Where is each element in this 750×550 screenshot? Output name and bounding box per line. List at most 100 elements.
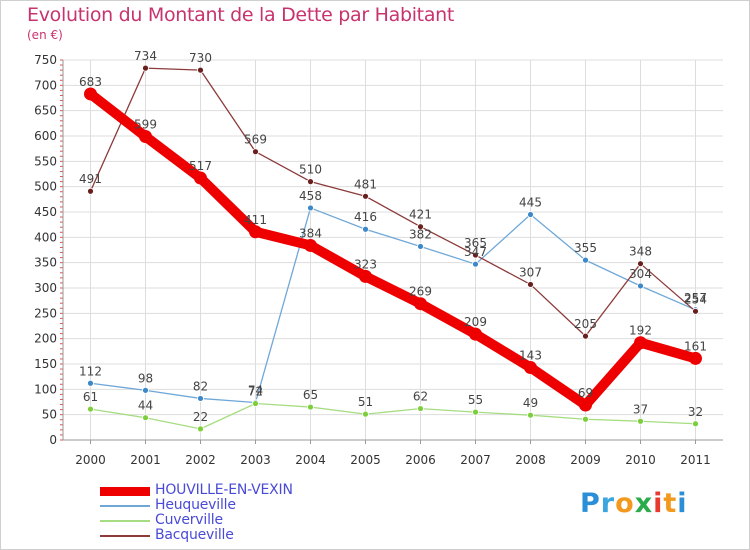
data-point-bacqueville: [362, 192, 369, 200]
legend-label: Cuverville: [155, 512, 223, 528]
data-point-bacqueville: [142, 64, 149, 72]
data-label-cuverville: 37: [633, 402, 648, 416]
x-tick-label: 2005: [350, 453, 381, 467]
data-point-houville-en-vexin: [524, 361, 537, 375]
data-point-cuverville: [307, 403, 314, 411]
series-line-heuqueville: [89, 207, 697, 404]
data-point-heuqueville: [417, 243, 424, 250]
y-tick-label: 550: [34, 154, 57, 168]
y-tick-label: 200: [34, 332, 57, 346]
data-point-cuverville: [142, 414, 149, 422]
data-label-heuqueville: 355: [574, 241, 597, 255]
data-label-heuqueville: 347: [464, 245, 487, 259]
y-tick-label: 250: [34, 306, 57, 320]
logo-letter: P: [580, 488, 601, 519]
data-point-bacqueville: [87, 187, 94, 195]
data-label-heuqueville: 98: [138, 371, 153, 385]
data-label-houville-en-vexin: 69: [578, 386, 593, 400]
y-tick-label: 600: [34, 129, 57, 143]
y-tick-label: 100: [34, 382, 57, 396]
data-label-houville-en-vexin: 161: [684, 339, 707, 353]
data-label-heuqueville: 82: [193, 379, 208, 393]
data-point-cuverville: [87, 405, 94, 413]
data-label-heuqueville: 416: [354, 210, 377, 224]
y-tick-label: 50: [42, 408, 57, 422]
data-label-cuverville: 49: [523, 396, 538, 410]
data-label-heuqueville: 304: [629, 267, 652, 281]
data-point-bacqueville: [582, 332, 589, 340]
data-label-bacqueville: 307: [519, 265, 542, 279]
plot-area: [63, 60, 723, 440]
legend-label: HOUVILLE-EN-VEXIN: [155, 482, 293, 498]
y-tick-label: 350: [34, 256, 57, 270]
data-label-houville-en-vexin: 599: [134, 118, 157, 132]
data-point-bacqueville: [692, 307, 699, 315]
data-point-bacqueville: [417, 223, 424, 231]
data-point-cuverville: [362, 410, 369, 418]
data-point-houville-en-vexin: [359, 269, 372, 283]
data-label-houville-en-vexin: 323: [354, 257, 377, 271]
data-label-bacqueville: 569: [244, 133, 267, 147]
series-line-cuverville: [89, 402, 697, 430]
data-point-cuverville: [252, 400, 259, 407]
data-label-cuverville: 32: [688, 405, 703, 419]
logo-letter: i: [653, 488, 664, 519]
data-point-heuqueville: [472, 260, 479, 268]
data-label-houville-en-vexin: 192: [629, 324, 652, 338]
data-point-cuverville: [692, 420, 699, 428]
data-point-houville-en-vexin: [249, 225, 262, 239]
y-tick-label: 500: [34, 180, 57, 194]
data-label-bacqueville: 734: [134, 49, 157, 63]
logo-letter: i: [677, 488, 688, 519]
data-point-cuverville: [527, 411, 534, 419]
y-tick-label: 750: [34, 53, 57, 67]
legend-swatch: [100, 520, 150, 522]
data-label-cuverville: 55: [468, 393, 483, 407]
data-label-houville-en-vexin: 269: [409, 285, 432, 299]
data-point-houville-en-vexin: [634, 336, 647, 350]
data-label-heuqueville: 445: [519, 196, 542, 210]
data-point-houville-en-vexin: [689, 351, 702, 365]
data-label-cuverville: 72: [248, 385, 263, 399]
data-point-cuverville: [417, 405, 424, 412]
y-tick-label: 400: [34, 230, 57, 244]
data-label-bacqueville: 491: [79, 172, 102, 186]
data-label-bacqueville: 365: [464, 236, 487, 250]
data-point-houville-en-vexin: [304, 238, 317, 252]
data-label-heuqueville: 112: [79, 364, 102, 378]
logo-letter: t: [663, 488, 678, 519]
data-label-bacqueville: 348: [629, 245, 652, 259]
data-point-bacqueville: [197, 66, 204, 74]
legend-swatch: [100, 505, 150, 507]
x-tick-label: 2000: [75, 453, 106, 467]
data-point-heuqueville: [307, 204, 314, 212]
data-label-bacqueville: 730: [189, 51, 212, 65]
data-point-heuqueville: [362, 225, 369, 233]
legend-label: Bacqueville: [155, 527, 234, 543]
data-point-bacqueville: [307, 178, 314, 186]
data-point-heuqueville: [87, 379, 94, 387]
legend-label: Heuqueville: [155, 497, 236, 513]
data-label-bacqueville: 254: [684, 292, 707, 306]
data-point-heuqueville: [527, 211, 534, 218]
x-tick-label: 2004: [295, 453, 326, 467]
data-point-heuqueville: [582, 256, 589, 264]
data-point-bacqueville: [637, 260, 644, 268]
x-tick-label: 2011: [680, 453, 711, 467]
data-point-houville-en-vexin: [194, 171, 207, 185]
logo-letter: o: [615, 488, 635, 519]
data-label-houville-en-vexin: 517: [189, 159, 212, 173]
data-label-bacqueville: 421: [409, 208, 432, 222]
chart-unit-label: (en €): [27, 28, 63, 42]
data-point-houville-en-vexin: [84, 87, 97, 101]
data-label-heuqueville: 458: [299, 189, 322, 203]
data-label-houville-en-vexin: 384: [299, 226, 322, 240]
data-point-cuverville: [582, 415, 589, 423]
data-point-houville-en-vexin: [414, 297, 427, 311]
data-label-bacqueville: 510: [299, 163, 322, 177]
data-point-heuqueville: [142, 386, 149, 394]
data-point-houville-en-vexin: [579, 398, 592, 412]
data-point-bacqueville: [527, 281, 534, 288]
data-point-bacqueville: [252, 148, 259, 156]
